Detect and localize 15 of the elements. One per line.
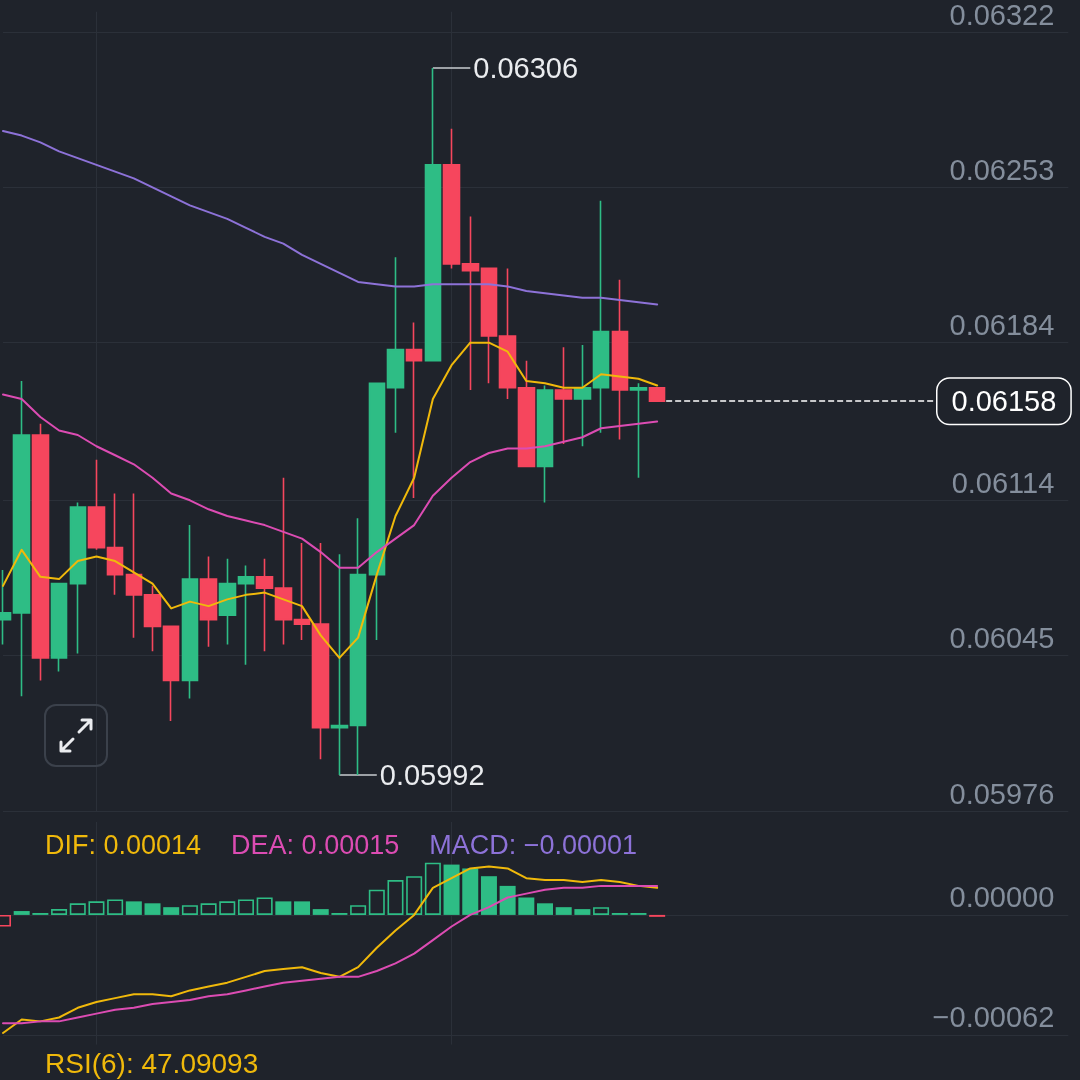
y-tick-label: 0.06184 (949, 309, 1055, 342)
ref-line-label: 0.06158 (951, 385, 1057, 418)
y-tick-label: 0.06322 (949, 0, 1055, 31)
annotation: MACD: −0.00001 (429, 830, 638, 860)
text: DEA: 0.00015 (231, 830, 400, 860)
y-tick-label: 0.06045 (949, 622, 1055, 655)
text: DIF: 0.00014 (45, 830, 202, 860)
y-tick-label: 0.05976 (949, 777, 1055, 810)
y-tick-label: −0.00062 (932, 1001, 1055, 1034)
y-tick-label: 0.06253 (949, 153, 1055, 186)
annotation: 0.06306 (473, 52, 579, 85)
annotation: 0.05992 (379, 758, 485, 791)
text: RSI(6): 47.09093 (45, 1048, 259, 1079)
y-tick-label: 0.06114 (951, 466, 1055, 499)
y-tick-label: 0.00000 (949, 881, 1055, 914)
